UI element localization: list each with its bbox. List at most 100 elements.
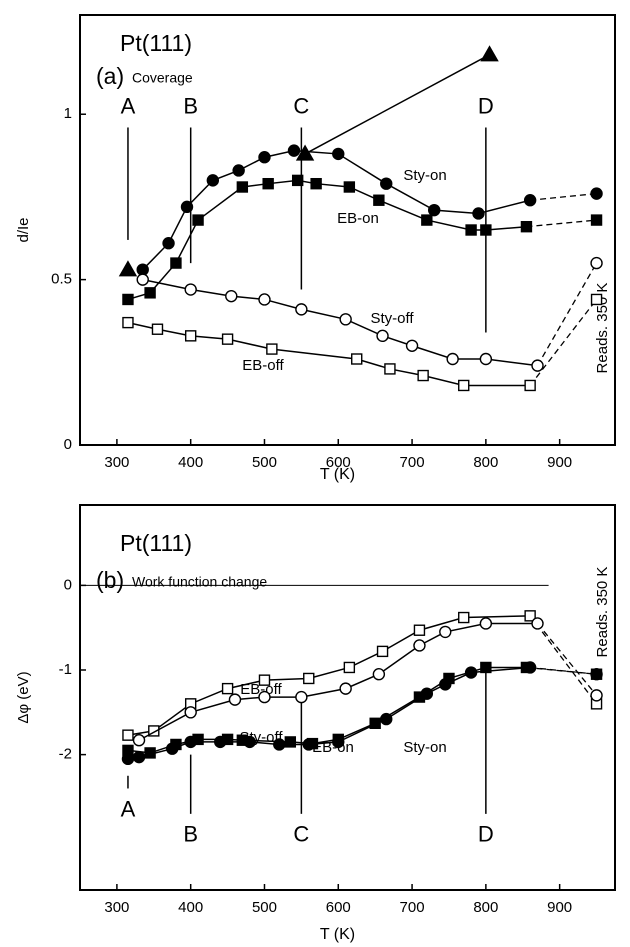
point (151, 323, 164, 335)
point (122, 729, 134, 741)
subtitle: Work function change (132, 574, 267, 590)
point (413, 639, 426, 652)
point (258, 151, 271, 164)
point (258, 293, 271, 306)
point (295, 144, 315, 161)
point (343, 181, 356, 193)
point (458, 379, 470, 392)
point (524, 379, 536, 392)
point (373, 194, 385, 206)
series-dashed-line (530, 192, 597, 201)
point (144, 747, 156, 759)
point (262, 177, 274, 190)
series-line (142, 149, 531, 271)
point (295, 303, 308, 316)
point (520, 220, 533, 233)
point (148, 725, 160, 737)
point (306, 737, 319, 750)
marker-letter: C (293, 93, 309, 118)
point (590, 256, 603, 270)
x-tick-label: 500 (252, 899, 277, 916)
series-label: EB-on (312, 739, 354, 756)
point (295, 690, 308, 704)
point (232, 164, 245, 177)
point (479, 352, 493, 366)
point (413, 691, 426, 703)
point (291, 174, 304, 187)
point (372, 668, 386, 681)
y-tick-label: 0.5 (51, 271, 72, 288)
point (590, 293, 603, 306)
point (144, 287, 156, 299)
point (284, 736, 297, 748)
point (480, 45, 499, 62)
point (590, 214, 603, 226)
x-tick-label: 800 (473, 899, 498, 916)
point (184, 330, 197, 342)
point (531, 617, 544, 630)
point (122, 316, 134, 329)
series-label: EB-on (337, 210, 379, 227)
point (225, 289, 238, 303)
series-label: EB-off (240, 681, 282, 698)
marker-letter: A (121, 796, 136, 821)
series-line (138, 622, 538, 741)
series-label: Sty-on (403, 167, 446, 184)
series-label: EB-off (242, 357, 284, 374)
point (417, 369, 429, 382)
point (122, 744, 134, 757)
point (446, 352, 459, 366)
point (310, 177, 322, 190)
series-dashed-line (526, 666, 597, 675)
x-tick-label: 600 (326, 454, 351, 471)
marker-letter: D (478, 822, 494, 847)
marker-letter: C (293, 822, 309, 847)
point (184, 706, 197, 719)
point (236, 734, 249, 746)
point (273, 738, 286, 751)
point (258, 690, 271, 704)
marker-letter: B (183, 93, 198, 118)
x-tick-label: 400 (178, 454, 203, 471)
point (192, 214, 204, 226)
point (524, 610, 536, 622)
point (136, 273, 149, 286)
series-dashed-line (536, 262, 598, 366)
point (221, 733, 234, 746)
plot-frame (79, 504, 616, 891)
y-axis-label: Δφ (eV) (15, 671, 32, 723)
point (192, 733, 204, 746)
note: Reads. 350 K (594, 283, 611, 374)
point (590, 187, 603, 200)
point (206, 174, 220, 187)
x-axis-label: T (K) (320, 926, 355, 943)
point (479, 617, 493, 630)
point (590, 689, 603, 702)
x-tick-label: 500 (252, 454, 277, 471)
subtitle: Coverage (132, 70, 193, 86)
series-label: Sty-on (403, 739, 446, 756)
point (180, 200, 194, 214)
point (421, 214, 433, 226)
point (221, 333, 234, 345)
point (376, 329, 389, 343)
panel-label: (b) (96, 567, 124, 593)
point (380, 177, 393, 190)
point (472, 207, 485, 220)
point (480, 224, 492, 236)
y-tick-label: 0 (64, 576, 72, 593)
point (266, 343, 278, 355)
point (162, 237, 175, 250)
y-tick-label: 0 (64, 436, 72, 453)
point (132, 734, 146, 747)
point (369, 717, 381, 730)
series-dashed-line (537, 623, 598, 696)
point (443, 672, 455, 685)
point (413, 624, 426, 636)
point (343, 661, 356, 674)
point (523, 194, 537, 207)
point (531, 359, 544, 372)
x-tick-label: 700 (400, 899, 425, 916)
